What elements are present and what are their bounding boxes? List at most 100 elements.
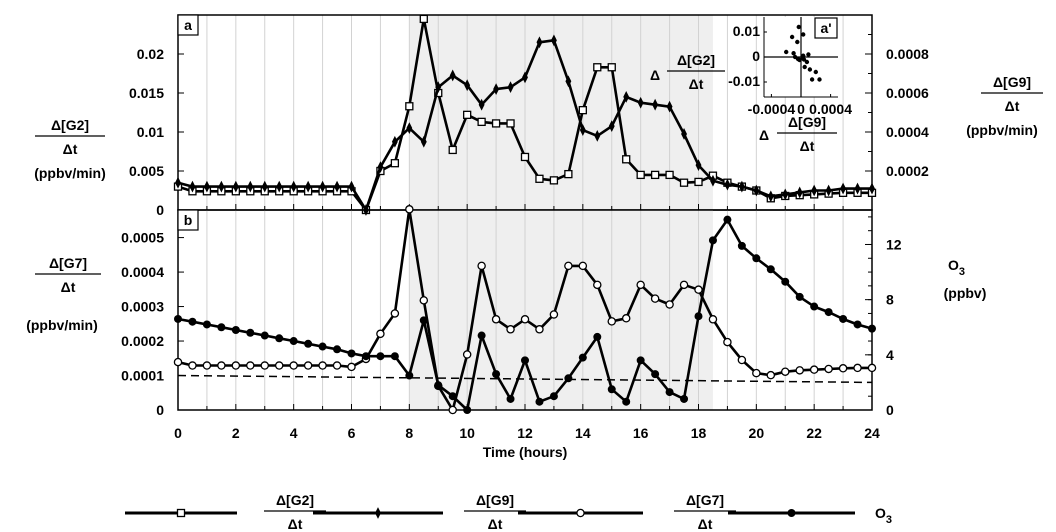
legend-item-open-circle: Δ[G7] Δt <box>518 492 736 532</box>
data-point <box>332 361 342 370</box>
legend-label: O3 <box>875 505 892 526</box>
data-point <box>825 184 832 197</box>
legend-item-filled-circle: O3 <box>728 505 892 526</box>
data-point <box>319 180 326 193</box>
data-point <box>854 182 861 195</box>
data-point <box>376 352 385 361</box>
left-axis-title-a-numerator: Δ[G2] <box>51 117 89 133</box>
data-point <box>419 316 428 325</box>
series-diamond <box>175 34 875 216</box>
data-point <box>809 365 819 374</box>
left-axis-title-a-denominator: Δt <box>63 141 78 157</box>
data-point <box>463 110 472 119</box>
data-point <box>564 374 573 383</box>
data-point <box>520 315 530 324</box>
data-point <box>708 315 718 324</box>
data-point <box>651 370 660 379</box>
x-tick-label: 2 <box>232 425 240 441</box>
x-tick-label: 4 <box>290 425 298 441</box>
data-point <box>491 315 501 324</box>
data-point <box>578 353 587 362</box>
data-point <box>334 180 340 193</box>
right-axis: 0.0002 0.0004 0.0006 0.0008 <box>865 34 929 191</box>
data-point <box>405 102 414 111</box>
x-axis-title: Time (hours) <box>483 444 568 460</box>
data-point <box>218 180 225 193</box>
data-point <box>694 177 703 187</box>
data-point <box>767 190 774 203</box>
legend-label-denominator: Δt <box>488 516 503 532</box>
data-point <box>681 128 687 140</box>
data-point <box>840 182 847 195</box>
data-point <box>448 392 457 401</box>
data-point <box>231 326 240 334</box>
data-point <box>723 337 732 347</box>
legend-marker <box>176 508 186 518</box>
data-point <box>824 364 833 374</box>
inset-x-tick-label: 0 <box>797 101 805 117</box>
data-point <box>622 155 631 164</box>
x-tick-marks <box>177 404 873 410</box>
data-point <box>260 361 269 370</box>
data-point <box>377 161 384 173</box>
data-point <box>578 261 588 271</box>
x-tick-label: 10 <box>459 425 475 441</box>
data-point <box>405 205 414 214</box>
inset-x-title-delta: Δ <box>759 127 769 143</box>
data-point <box>839 314 848 323</box>
x-tick-label: 22 <box>806 425 822 441</box>
data-point <box>275 334 284 343</box>
data-point <box>593 63 602 72</box>
data-point <box>390 159 400 168</box>
data-point <box>361 352 370 361</box>
x-tick-label: 20 <box>749 425 765 441</box>
data-point <box>752 368 761 378</box>
data-point <box>766 370 776 380</box>
data-point <box>723 215 732 224</box>
y-tick-label: 8 <box>886 292 894 308</box>
legend-label-numerator: Δ[G7] <box>686 492 724 508</box>
data-point <box>623 91 630 103</box>
data-point <box>390 309 400 318</box>
data-point <box>636 280 645 290</box>
x-tick-label: 14 <box>575 425 591 441</box>
y-tick-label: 0 <box>156 202 164 218</box>
data-point <box>549 310 559 319</box>
inset-y-title-fraction-numerator: Δ[G2] <box>677 52 715 68</box>
data-point <box>434 381 443 390</box>
data-point <box>333 345 342 354</box>
inset-x-title-fraction-numerator: Δ[G9] <box>788 114 826 130</box>
dashed-reference-line <box>177 374 873 384</box>
data-point <box>173 357 183 367</box>
data-point <box>348 180 355 193</box>
data-point <box>824 308 833 317</box>
data-point <box>435 81 442 94</box>
data-point <box>492 370 501 379</box>
data-point <box>419 14 428 24</box>
data-point <box>506 394 515 403</box>
data-point <box>462 350 472 359</box>
data-point <box>680 394 689 403</box>
inset-point <box>809 77 815 82</box>
y-tick-label: 0.02 <box>137 46 164 62</box>
left-axis: 0 0.0001 0.0002 0.0003 0.0004 0.0005 <box>121 230 184 418</box>
right-axis-title-a-numerator: Δ[G9] <box>993 74 1031 90</box>
x-tick-label: 8 <box>405 425 413 441</box>
data-point <box>420 135 427 148</box>
left-axis-unit-b: (ppbv/min) <box>26 317 98 333</box>
data-point <box>708 236 717 245</box>
legend: Δ[G2] Δt Δ[G9] Δt Δ[G7] Δt O3 <box>125 492 892 532</box>
data-point <box>376 329 385 339</box>
data-point <box>549 392 558 401</box>
data-point <box>536 36 543 49</box>
left-axis-title-b-denominator: Δt <box>61 279 76 295</box>
y-tick-label: 4 <box>886 347 894 363</box>
data-point <box>622 397 631 406</box>
data-point <box>289 337 298 346</box>
data-point <box>261 180 268 193</box>
inset-point <box>791 51 796 56</box>
inset-y-title-delta: Δ <box>650 67 660 83</box>
panel-label-box <box>177 14 199 36</box>
y-tick-label: 0.0006 <box>886 85 929 101</box>
